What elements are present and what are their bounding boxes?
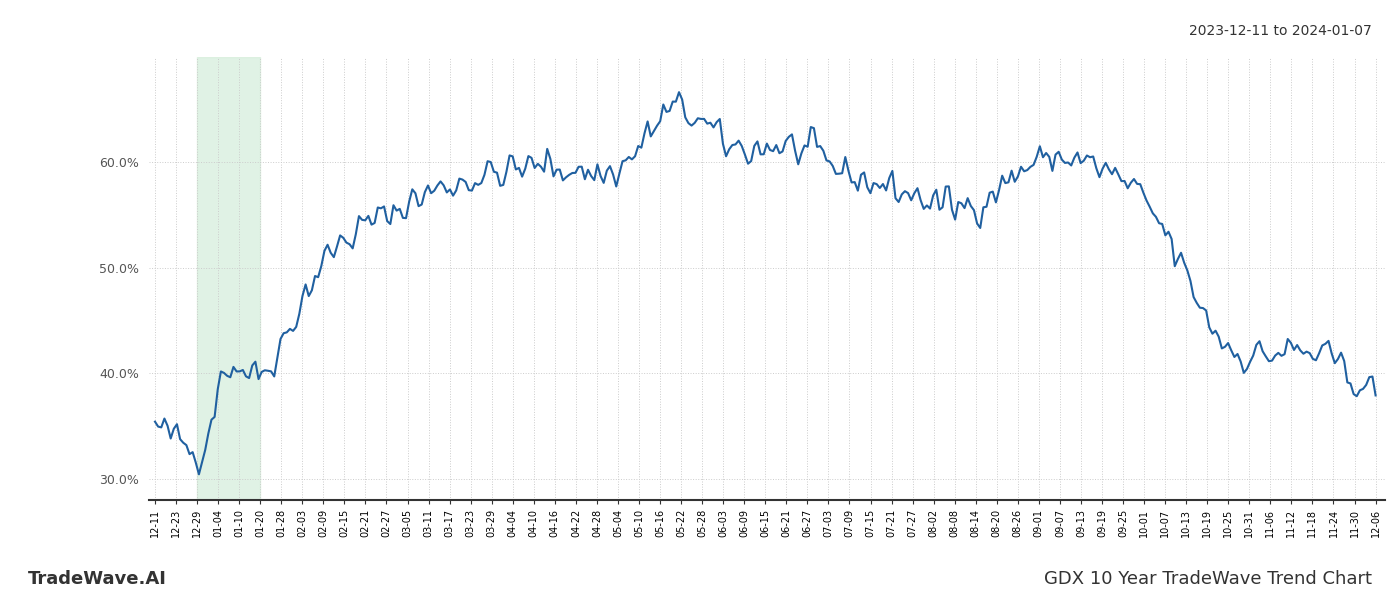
Text: 2023-12-11 to 2024-01-07: 2023-12-11 to 2024-01-07: [1189, 24, 1372, 38]
Text: TradeWave.AI: TradeWave.AI: [28, 570, 167, 588]
Text: GDX 10 Year TradeWave Trend Chart: GDX 10 Year TradeWave Trend Chart: [1044, 570, 1372, 588]
Bar: [197, 57, 260, 500]
